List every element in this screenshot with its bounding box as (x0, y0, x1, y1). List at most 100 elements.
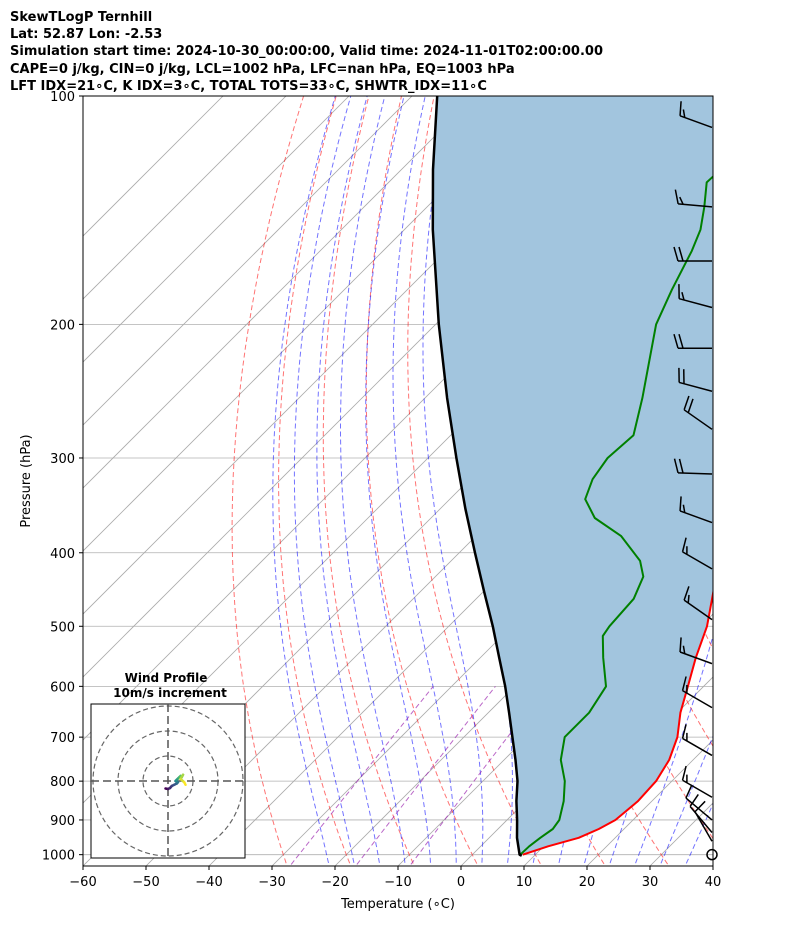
barb-flag (678, 334, 684, 349)
dry-adiabat (760, 96, 794, 871)
barb-staff (682, 737, 713, 757)
isotherm-line (83, 96, 287, 300)
wind-barb (683, 586, 713, 621)
axes: −60 −50 −40 −30 −20 −10 0 10 20 30 40 100 200 300 400 5… (42, 90, 721, 890)
y-tick-label: 300 (50, 452, 75, 467)
dry-adiabat (728, 96, 794, 871)
moist-adiabat (392, 96, 457, 866)
y-tick-label: 1000 (42, 849, 75, 864)
title-station: SkewTLogP Ternhill (10, 10, 153, 25)
y-tick-label: 100 (50, 90, 75, 105)
isotherm-line (712, 865, 713, 866)
barb-flag (673, 246, 679, 262)
x-tick-label: −60 (69, 875, 96, 890)
mixing-ratio-line (289, 686, 434, 866)
moist-adiabat (659, 734, 713, 866)
hodograph-subtitle: 10m/s increment (113, 686, 227, 700)
y-tick-label: 600 (50, 680, 75, 695)
wind-barb (678, 284, 713, 309)
barb-flag (679, 637, 682, 653)
wind-barb (694, 800, 713, 842)
barb-staff (694, 811, 713, 842)
temperature-trace (522, 589, 713, 856)
title-stability-indices: LFT IDX=21∘C, K IDX=3∘C, TOTAL TOTS=33∘C… (10, 78, 487, 94)
barb-flag (681, 291, 685, 301)
barb-staff (682, 689, 713, 709)
chart-title-block: SkewTLogP Ternhill Lat: 52.87 Lon: -2.53… (10, 9, 603, 95)
dry-adiabat (278, 96, 352, 866)
x-tick-label: 0 (457, 875, 465, 890)
barb-staff (682, 779, 713, 798)
x-tick-label: 30 (642, 875, 659, 890)
wind-barb (679, 637, 713, 665)
wind-barb (681, 724, 713, 757)
barb-flag (678, 246, 684, 262)
x-tick-label: −20 (321, 875, 348, 890)
barb-flag (694, 800, 706, 813)
title-cape-indices: CAPE=0 j/kg, CIN=0 j/kg, LCL=1002 hPa, L… (10, 61, 515, 77)
x-tick-label: 20 (579, 875, 596, 890)
barb-staff (685, 797, 713, 821)
x-tick-label: −50 (132, 875, 159, 890)
x-axis-label: Temperature (∘C) (340, 897, 455, 912)
barb-flag (679, 101, 682, 116)
barb-staff (683, 409, 713, 430)
mixing-ratio-line (409, 686, 547, 866)
title-latlon: Lat: 52.87 Lon: -2.53 (10, 27, 163, 43)
moist-adiabat (293, 96, 356, 866)
barb-staff (678, 297, 713, 309)
title-times: Simulation start time: 2024-10-30_00:00:… (10, 44, 603, 60)
calm-circle (706, 848, 718, 861)
hodograph-plot (91, 704, 245, 858)
barb-flag (689, 793, 699, 807)
barb-flag (682, 645, 686, 654)
hodograph-title: Wind Profile (125, 671, 208, 685)
y-tick-label: 200 (50, 318, 75, 333)
barb-staff (682, 551, 713, 570)
wind-barb (681, 676, 713, 709)
barb-flag (687, 594, 690, 604)
barb-flag (685, 784, 693, 799)
moist-adiabat (633, 96, 713, 866)
barb-flag (682, 504, 686, 513)
dewpoint-trace (519, 175, 713, 856)
isotherm-line (83, 96, 350, 363)
profile-traces (431, 96, 713, 857)
barb-staff (678, 203, 713, 208)
barb-staff (679, 651, 713, 665)
wind-barb (689, 793, 713, 834)
barb-flag (681, 765, 687, 781)
moist-adiabat (316, 96, 381, 866)
y-tick-label: 800 (50, 775, 75, 790)
barb-flag (679, 196, 684, 205)
barb-staff (679, 115, 713, 129)
dry-adiabat (407, 96, 543, 866)
barb-flag (674, 189, 679, 205)
wind-barb (673, 334, 712, 349)
barb-flag (679, 496, 682, 512)
barb-staff (689, 805, 713, 834)
isotherm-line (83, 96, 476, 489)
barb-flag (687, 398, 694, 413)
barb-staff (678, 381, 713, 392)
barb-staff (677, 472, 713, 475)
y-tick-label: 900 (50, 814, 75, 829)
x-tick-label: 40 (705, 875, 722, 890)
barb-flag (681, 676, 687, 691)
wind-barb (674, 189, 713, 208)
y-axis-label: Pressure (hPa) (19, 434, 34, 527)
y-tick-label: 500 (50, 620, 75, 635)
moist-adiabat (340, 96, 406, 866)
barb-staff (679, 510, 713, 524)
isotherm-line (83, 96, 413, 426)
mixing-ratio-line (355, 686, 496, 866)
wind-barb (673, 246, 712, 262)
wind-barb (679, 101, 713, 129)
barb-flag (681, 537, 687, 553)
hodograph-inset (90, 703, 246, 859)
cin-area (432, 96, 713, 855)
wind-barb (673, 458, 713, 475)
wind-barb (678, 367, 713, 392)
moist-adiabat (272, 96, 336, 866)
wind-barb (706, 848, 718, 861)
